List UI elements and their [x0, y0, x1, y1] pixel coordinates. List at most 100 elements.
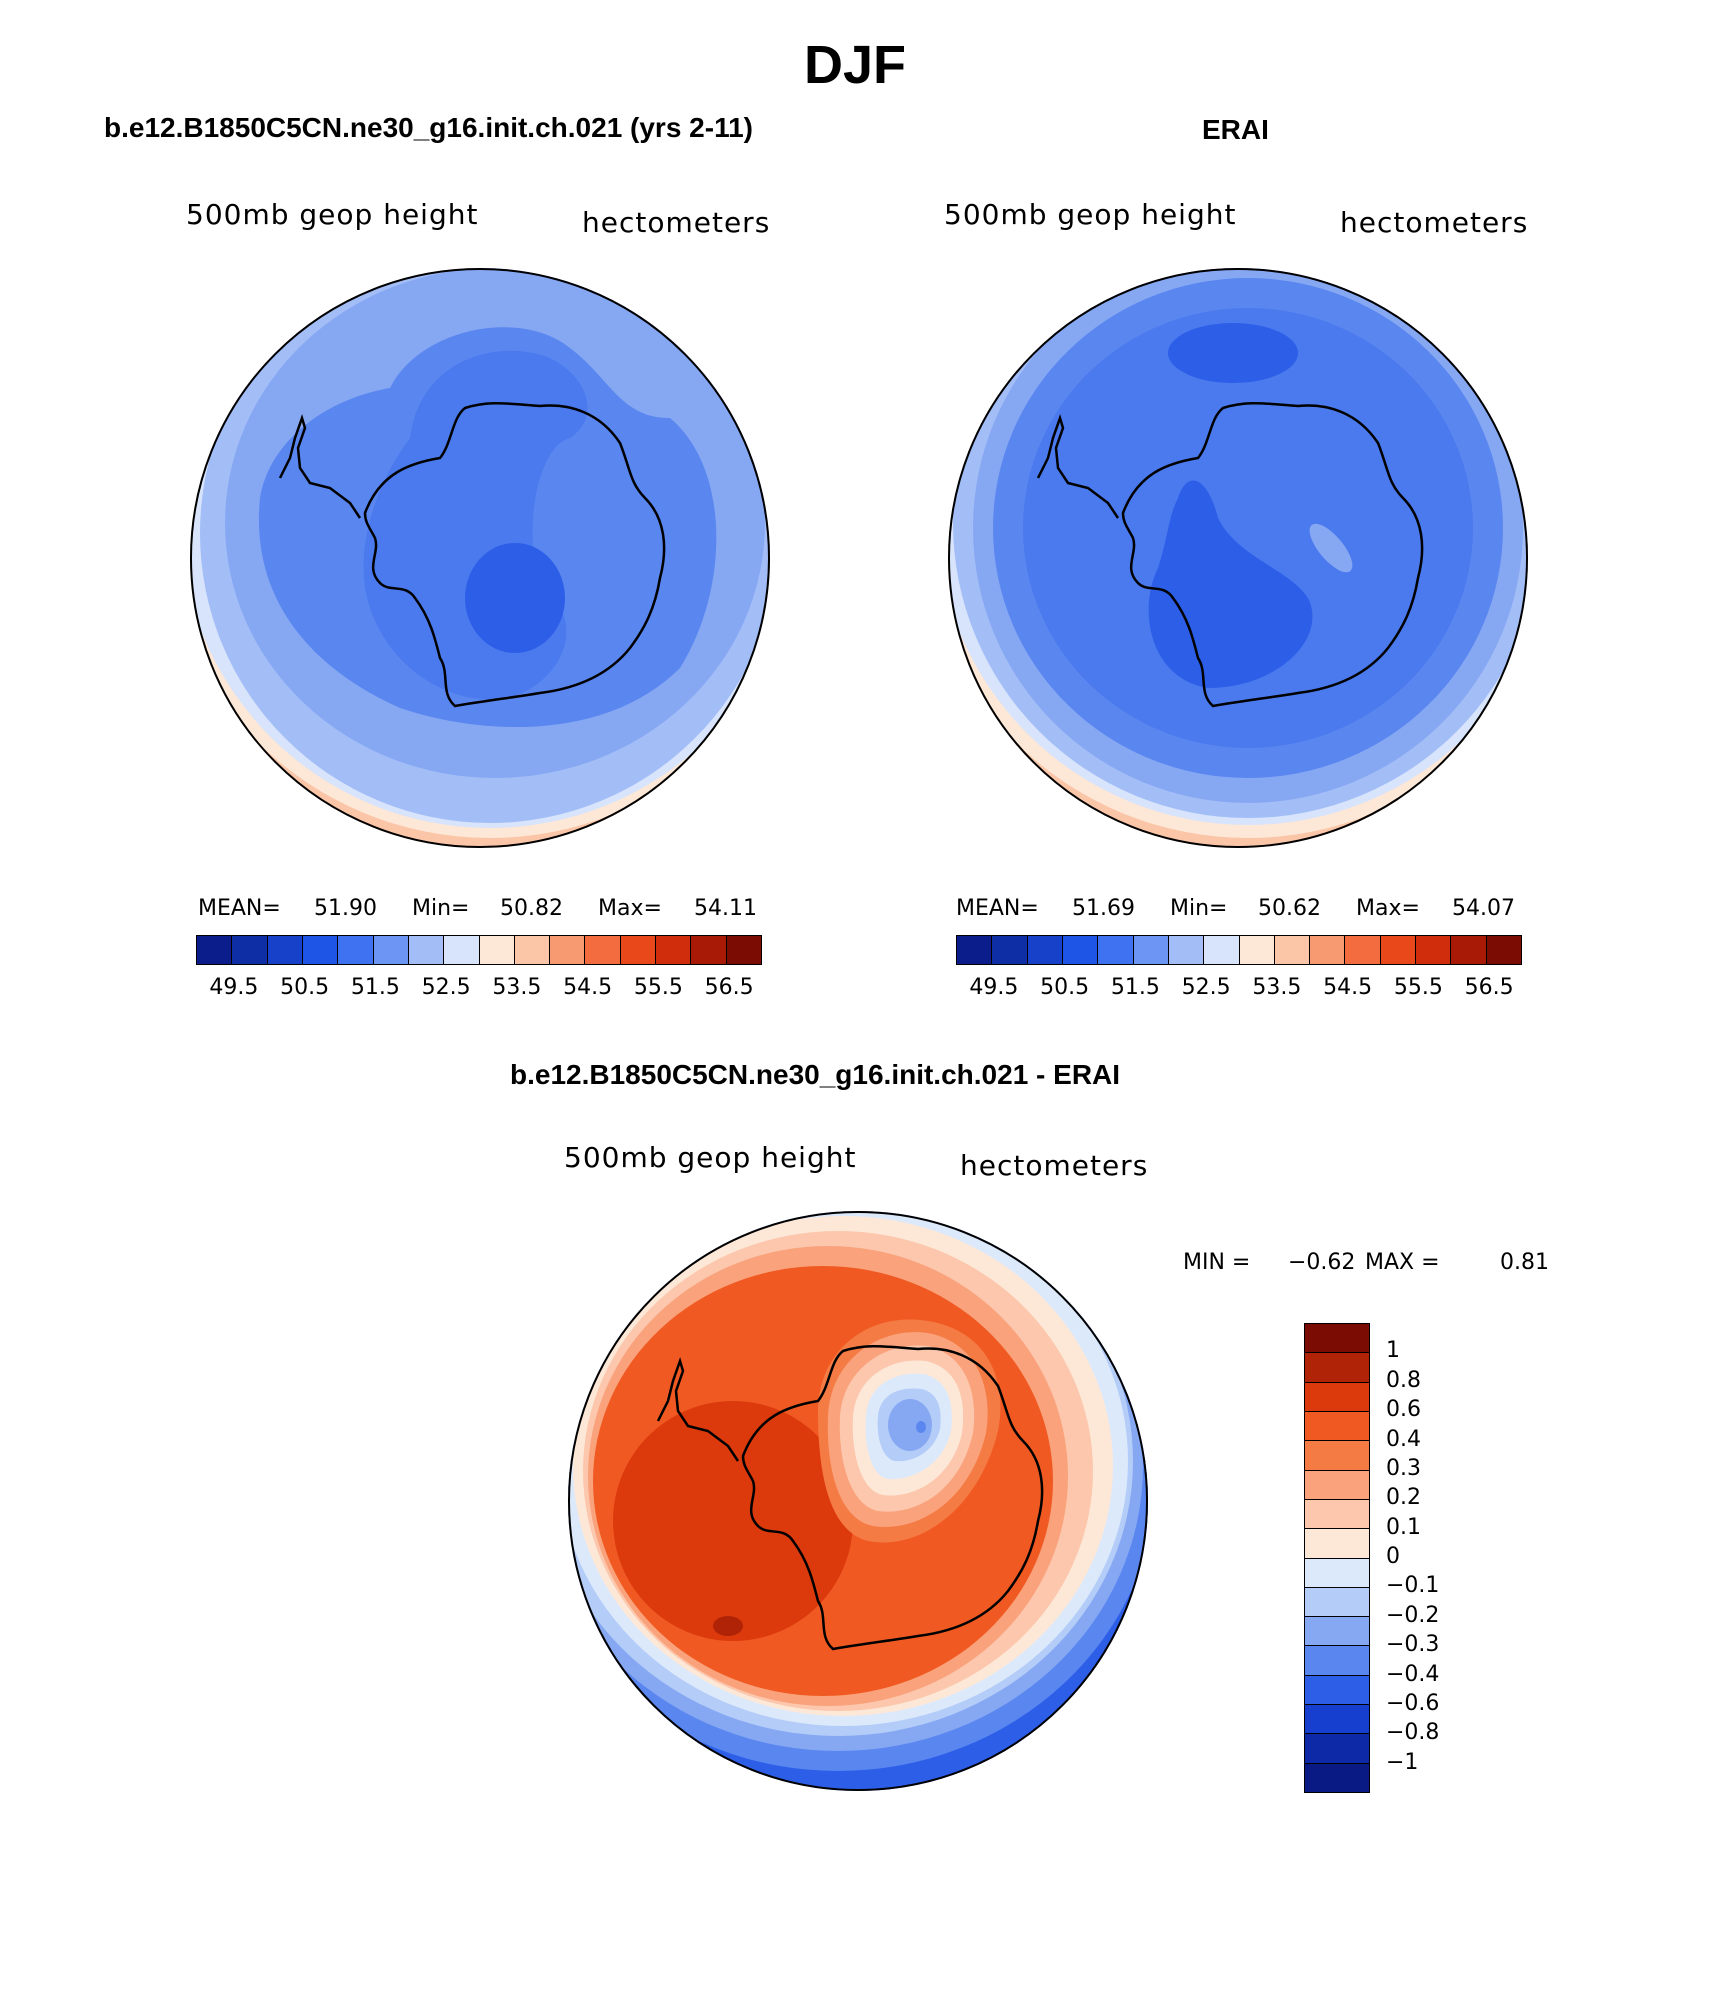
- model-colorbar: [196, 935, 762, 965]
- model-variable-label: 500mb geop height: [186, 198, 479, 231]
- model-colorbar-box: [197, 936, 233, 964]
- diff-units-label: hectometers: [960, 1149, 1149, 1182]
- diff-min-value: −0.62: [1288, 1250, 1356, 1275]
- model-colorbar-box: [232, 936, 268, 964]
- obs-colorbar-box: [1239, 936, 1275, 964]
- obs-colorbar-box: [1451, 936, 1487, 964]
- model-colorbar-tick-label: 52.5: [421, 975, 471, 1000]
- diff-colorbar-box: [1305, 1675, 1369, 1706]
- diff-colorbar-tick-label: 1: [1386, 1338, 1400, 1364]
- diff-colorbar-tick-label: −0.8: [1386, 1720, 1440, 1746]
- obs-colorbar-tick-label: 54.5: [1323, 975, 1373, 1000]
- obs-min-value: 50.62: [1258, 896, 1321, 921]
- obs-colorbar-box: [1027, 936, 1063, 964]
- obs-polar-map: [948, 268, 1528, 848]
- diff-colorbar-box: [1305, 1705, 1369, 1735]
- model-antarctica-coastline: [363, 401, 666, 708]
- obs-colorbar-box: [1310, 936, 1346, 964]
- obs-colorbar-tick-label: 56.5: [1464, 975, 1514, 1000]
- diff-colorbar-box: [1305, 1587, 1369, 1618]
- obs-colorbar-tick-label: 53.5: [1252, 975, 1302, 1000]
- model-colorbar-tick-label: 56.5: [704, 975, 754, 1000]
- diff-colorbar-box: [1305, 1411, 1369, 1442]
- model-colorbar-tick-label: 53.5: [492, 975, 542, 1000]
- model-max-label: Max=: [598, 896, 662, 921]
- model-colorbar-box: [444, 936, 480, 964]
- model-colorbar-box: [550, 936, 586, 964]
- diff-panel-title: b.e12.B1850C5CN.ne30_g16.init.ch.021 - E…: [510, 1059, 1121, 1090]
- diff-colorbar-tick-label: −0.3: [1386, 1632, 1440, 1658]
- obs-colorbar-box: [1062, 936, 1099, 964]
- model-colorbar-tick-label: 55.5: [633, 975, 683, 1000]
- diff-colorbar-box: [1305, 1499, 1369, 1530]
- obs-colorbar-box: [1133, 936, 1169, 964]
- model-colorbar-box: [267, 936, 303, 964]
- model-colorbar-box: [620, 936, 657, 964]
- model-colorbar-tick-label: 50.5: [280, 975, 330, 1000]
- diff-colorbar-tick-label: −1: [1386, 1749, 1419, 1775]
- model-colorbar-tick-label: 49.5: [209, 975, 259, 1000]
- obs-mean-label: MEAN=: [956, 896, 1039, 921]
- model-colorbar-box: [479, 936, 515, 964]
- model-colorbar-box: [585, 936, 621, 964]
- model-units-label: hectometers: [582, 206, 771, 239]
- diff-colorbar-box: [1305, 1529, 1369, 1559]
- obs-max-value: 54.07: [1452, 896, 1515, 921]
- diff-colorbar-box: [1305, 1734, 1369, 1764]
- model-colorbar-tick-label: 51.5: [350, 975, 400, 1000]
- model-max-value: 54.11: [694, 896, 757, 921]
- obs-variable-label: 500mb geop height: [944, 198, 1237, 231]
- model-colorbar-box: [338, 936, 374, 964]
- model-colorbar-box: [656, 936, 692, 964]
- obs-max-label: Max=: [1356, 896, 1420, 921]
- obs-colorbar-box: [1486, 936, 1521, 964]
- figure-title: DJF: [803, 35, 906, 95]
- diff-colorbar-box: [1305, 1324, 1369, 1354]
- model-min-label: Min=: [412, 896, 470, 921]
- obs-colorbar-tick-label: 52.5: [1181, 975, 1231, 1000]
- obs-colorbar-tick-label: 49.5: [969, 975, 1019, 1000]
- diff-max-label: MAX =: [1365, 1250, 1440, 1275]
- obs-colorbar-box: [1345, 936, 1381, 964]
- obs-colorbar-tick-label: 55.5: [1393, 975, 1443, 1000]
- diff-colorbar-box: [1305, 1441, 1369, 1471]
- obs-colorbar-box: [1168, 936, 1205, 964]
- model-map-border: [190, 268, 770, 848]
- diff-map-border: [568, 1211, 1148, 1791]
- model-min-value: 50.82: [500, 896, 563, 921]
- diff-colorbar-box: [1305, 1558, 1369, 1588]
- obs-colorbar-box: [1098, 936, 1134, 964]
- model-colorbar-box: [408, 936, 445, 964]
- model-panel-title: b.e12.B1850C5CN.ne30_g16.init.ch.021 (yr…: [104, 112, 754, 143]
- model-colorbar-box: [514, 936, 551, 964]
- diff-colorbar-box: [1305, 1382, 1369, 1412]
- model-colorbar-box: [691, 936, 727, 964]
- diff-colorbar-tick-label: 0.6: [1386, 1397, 1421, 1423]
- diff-min-label: MIN =: [1183, 1250, 1251, 1275]
- diff-colorbar-box: [1305, 1353, 1369, 1383]
- model-mean-value: 51.90: [314, 896, 377, 921]
- obs-map-border: [948, 268, 1528, 848]
- diff-colorbar-box: [1305, 1763, 1369, 1792]
- diff-colorbar-box: [1305, 1646, 1369, 1676]
- obs-colorbar-box: [1416, 936, 1452, 964]
- diff-colorbar-tick-label: −0.1: [1386, 1573, 1440, 1599]
- obs-antarctica-coastline: [1121, 401, 1424, 708]
- diff-max-value: 0.81: [1500, 1250, 1549, 1275]
- model-polar-map: [190, 268, 770, 848]
- obs-colorbar-tick-label: 51.5: [1110, 975, 1160, 1000]
- diff-colorbar-tick-label: 0.3: [1386, 1455, 1421, 1481]
- obs-colorbar-box: [1204, 936, 1240, 964]
- obs-colorbar: [956, 935, 1522, 965]
- diff-colorbar-tick-label: 0.1: [1386, 1514, 1421, 1540]
- obs-min-label: Min=: [1170, 896, 1228, 921]
- diff-colorbar-box: [1305, 1617, 1369, 1647]
- obs-colorbar-box: [992, 936, 1028, 964]
- obs-panel-title: ERAI: [1202, 114, 1269, 145]
- model-colorbar-box: [373, 936, 409, 964]
- obs-mean-value: 51.69: [1072, 896, 1135, 921]
- obs-colorbar-box: [1274, 936, 1311, 964]
- model-colorbar-box: [302, 936, 339, 964]
- diff-colorbar-tick-label: −0.6: [1386, 1690, 1440, 1716]
- diff-colorbar-tick-label: 0: [1386, 1544, 1400, 1569]
